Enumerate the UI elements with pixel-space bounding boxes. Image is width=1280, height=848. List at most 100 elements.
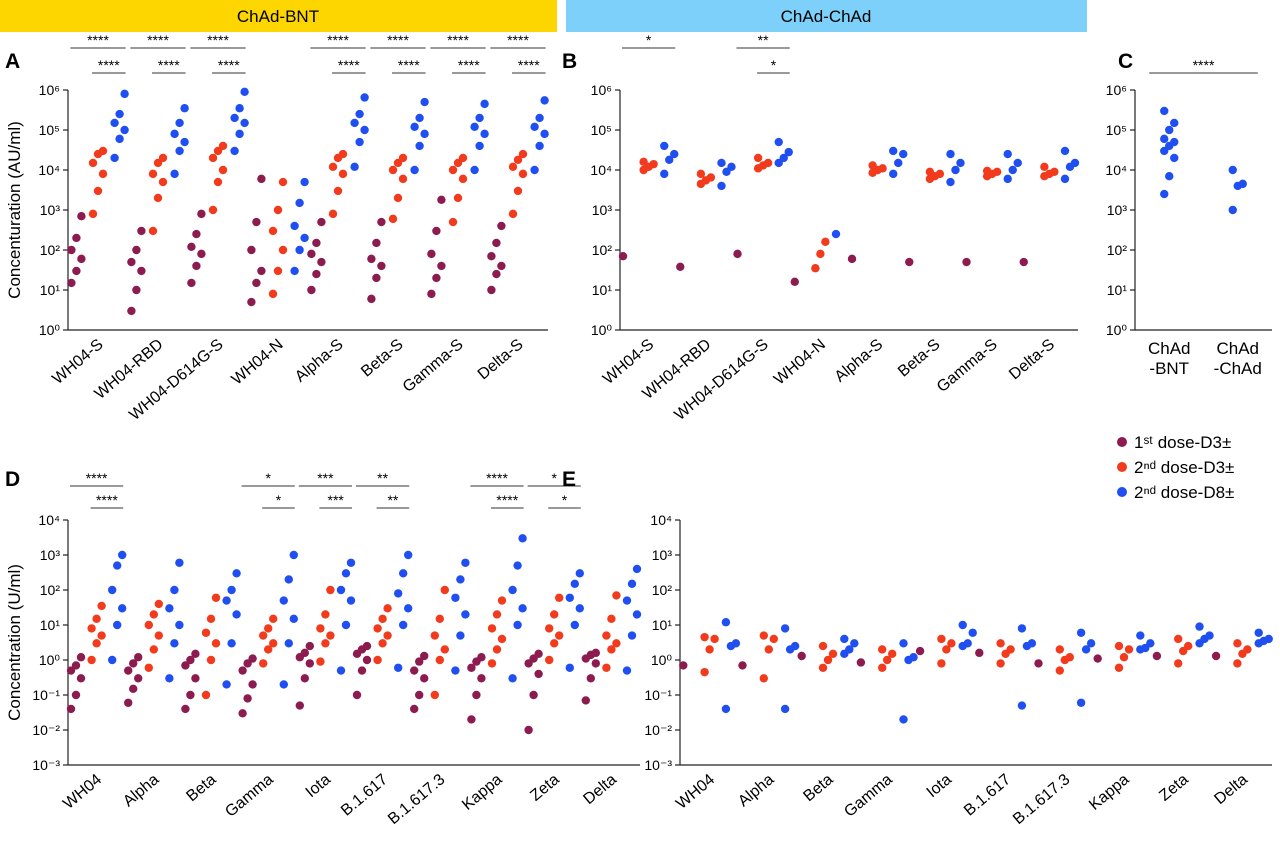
point	[175, 146, 184, 156]
point	[477, 653, 486, 662]
point	[289, 614, 298, 624]
point	[76, 674, 86, 683]
point	[461, 610, 470, 619]
point	[769, 634, 778, 644]
point	[461, 558, 470, 567]
point	[602, 663, 611, 672]
y-tick-label: 10⁻¹	[32, 687, 60, 703]
point	[211, 639, 221, 648]
point	[467, 663, 476, 672]
point	[132, 245, 141, 255]
point	[115, 109, 124, 119]
point	[951, 165, 960, 175]
point	[92, 614, 101, 624]
y-tick-label: 10⁵	[39, 122, 60, 138]
point	[148, 226, 158, 236]
x-tick-label-line: ChAd	[1216, 339, 1259, 358]
significance-label: **	[758, 32, 769, 48]
x-tick-label: B.1.617.3	[1010, 771, 1073, 828]
point	[508, 585, 517, 595]
significance-label: ***	[317, 470, 334, 486]
point	[213, 177, 223, 187]
point	[968, 628, 977, 637]
point	[420, 651, 429, 661]
point	[586, 674, 596, 683]
y-tick-label: 10²	[40, 242, 61, 258]
point	[550, 610, 559, 619]
y-tick-label: 10³	[40, 547, 61, 563]
y-tick-label: 10⁶	[591, 82, 612, 98]
point	[259, 659, 268, 668]
point	[831, 229, 841, 239]
point	[679, 661, 688, 670]
point	[963, 639, 972, 648]
point	[269, 639, 278, 648]
point	[437, 195, 446, 204]
x-tick-label: Alpha	[735, 771, 777, 810]
x-tick-label: Alpha	[120, 771, 162, 810]
y-tick-label: 10³	[40, 202, 61, 218]
point	[191, 674, 200, 683]
x-tick-label: WH04-S	[49, 336, 106, 388]
point	[192, 261, 201, 271]
point	[508, 162, 518, 172]
point	[289, 550, 298, 560]
point	[398, 153, 408, 163]
significance-label: ****	[87, 32, 109, 48]
point	[430, 690, 439, 700]
point	[170, 639, 179, 648]
point	[144, 620, 153, 630]
significance-label: *	[276, 492, 282, 508]
point	[326, 631, 335, 640]
point	[158, 153, 168, 163]
x-tick-label: Zeta	[1156, 771, 1192, 805]
y-tick-label: 10³	[592, 202, 613, 218]
point	[129, 659, 138, 668]
significance-label: ****	[1193, 57, 1215, 73]
point	[710, 634, 719, 644]
point	[264, 645, 273, 654]
point	[134, 653, 143, 662]
point	[530, 122, 539, 132]
point	[71, 661, 81, 670]
point	[529, 690, 538, 700]
point	[497, 261, 506, 271]
point	[779, 153, 788, 163]
point	[415, 113, 424, 123]
point	[420, 97, 429, 107]
point	[415, 657, 424, 666]
x-tick-label: Beta-S	[895, 336, 943, 380]
x-tick-label: Delta	[580, 771, 620, 808]
point	[535, 141, 544, 151]
legend-label: 2ⁿᵈ dose-D3±	[1134, 458, 1234, 477]
y-tick-label: 10⁰	[39, 322, 61, 338]
point	[295, 701, 305, 710]
point	[98, 169, 108, 179]
x-tick-label: B.1.617	[961, 771, 1014, 820]
x-tick-label: Beta	[183, 771, 219, 805]
significance-label: ****	[458, 57, 480, 73]
point	[1040, 162, 1049, 172]
y-tick-label: 10⁵	[591, 122, 612, 138]
point	[545, 655, 554, 665]
point	[440, 585, 449, 595]
point	[328, 162, 338, 172]
point	[268, 226, 278, 236]
point	[591, 648, 601, 658]
point	[312, 238, 321, 248]
point	[218, 141, 228, 151]
point	[88, 158, 98, 168]
point	[878, 663, 887, 672]
point	[393, 589, 403, 598]
point	[1060, 146, 1070, 156]
point	[97, 601, 106, 611]
point	[1050, 167, 1059, 177]
significance-label: ****	[158, 57, 180, 73]
point	[149, 645, 158, 654]
point	[435, 655, 444, 665]
point	[905, 257, 914, 267]
point	[1081, 645, 1091, 654]
point	[410, 122, 419, 132]
x-tick-label: Delta-S	[1006, 336, 1058, 383]
y-tick-label: 10¹	[40, 617, 61, 633]
